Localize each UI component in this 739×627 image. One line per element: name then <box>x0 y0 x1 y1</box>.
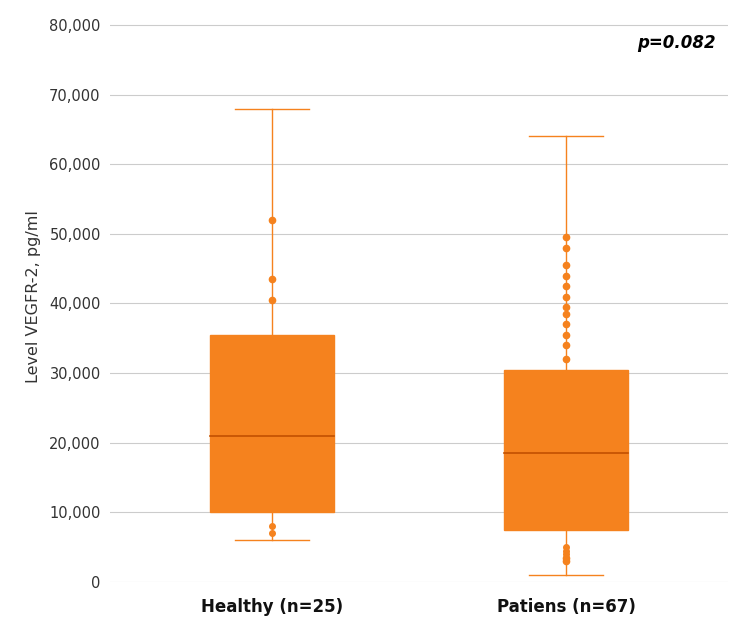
Y-axis label: Level VEGFR-2, pg/ml: Level VEGFR-2, pg/ml <box>26 210 41 383</box>
Bar <box>211 335 334 512</box>
Text: p=0.082: p=0.082 <box>637 34 715 52</box>
Bar <box>505 369 628 530</box>
